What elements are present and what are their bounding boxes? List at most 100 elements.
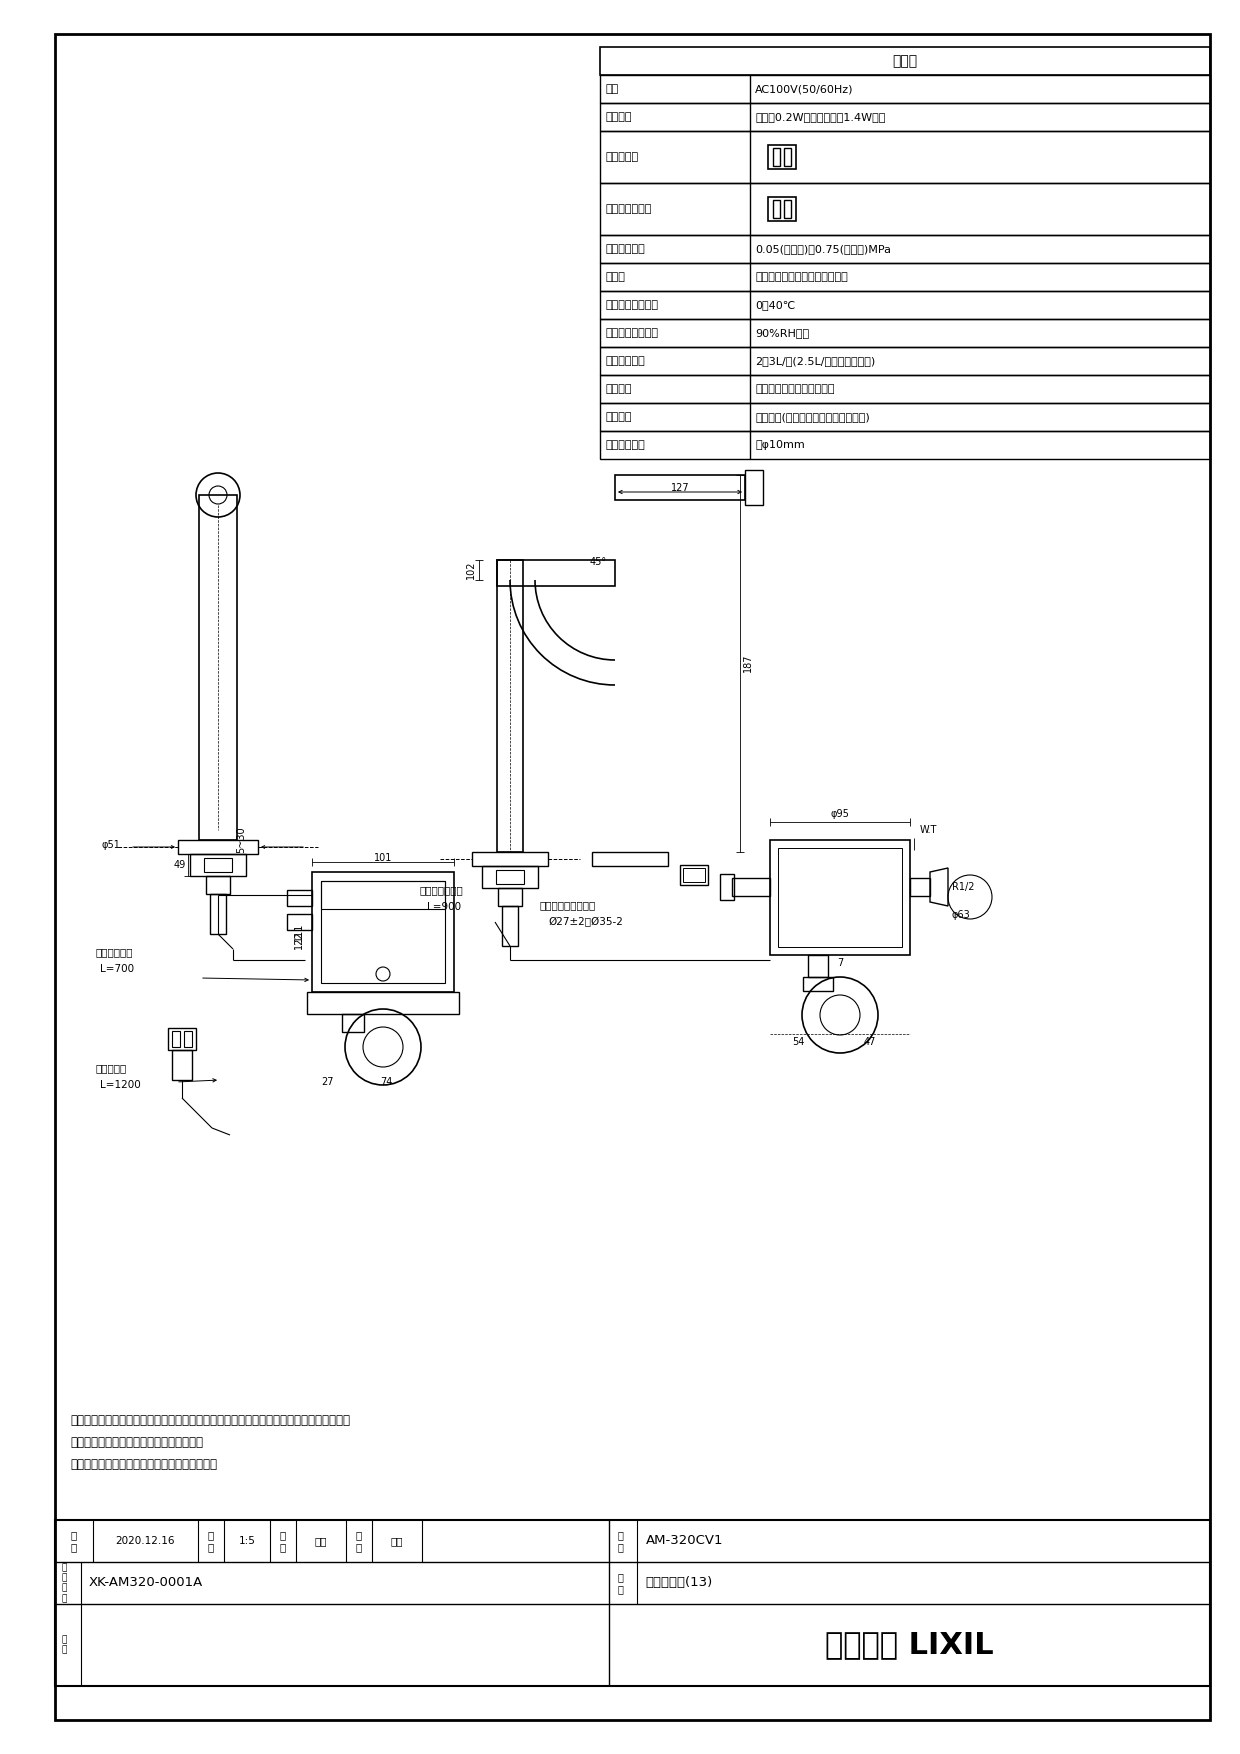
Bar [600,263,1210,291]
Text: 101: 101 [373,852,392,863]
Text: 仕　様: 仕 様 [893,54,918,68]
Text: XK-AM320-0001A: XK-AM320-0001A [89,1577,203,1589]
Text: L=700: L=700 [100,965,134,973]
Bar [683,868,706,882]
Text: 電源コード: 電源コード [95,1063,128,1073]
Bar [600,103,1210,132]
Text: 1:5: 1:5 [238,1537,255,1545]
Bar [286,914,312,930]
Text: 感知方式: 感知方式 [605,384,631,395]
Text: 給水チューブ: 給水チューブ [95,947,134,958]
Text: ・直射日光が当たる場所への設置は不可。: ・直射日光が当たる場所への設置は不可。 [69,1435,203,1449]
Bar [172,1031,180,1047]
Bar [496,870,525,884]
Text: 0.05(流動時)～0.75(静止時)MPa: 0.05(流動時)～0.75(静止時)MPa [755,244,892,254]
Text: 対応コンセント: 対応コンセント [605,203,651,214]
Text: 株式会社 LIXIL: 株式会社 LIXIL [826,1631,994,1659]
Bar [482,866,538,888]
Text: φ51: φ51 [102,840,120,851]
Text: 47: 47 [864,1037,877,1047]
Text: 待機時0.2W以下、使用時1.4W以下: 待機時0.2W以下、使用時1.4W以下 [755,112,885,123]
Text: 約φ10mm: 約φ10mm [755,440,805,451]
Text: 消費電力: 消費電力 [605,112,631,123]
Bar [600,319,1210,347]
Bar [600,403,1210,431]
Text: ・破損する恐れがありますので、凍結する可能性のある場所では使用しないでください。: ・破損する恐れがありますので、凍結する可能性のある場所では使用しないでください。 [69,1414,350,1426]
Text: センサーコード: センサーコード [420,886,464,895]
Bar [308,993,459,1014]
Text: 7: 7 [837,958,843,968]
Bar [615,475,745,500]
Bar [472,852,548,866]
Text: カウンター取付穴径: カウンター取付穴径 [539,900,596,910]
Text: ・インバータ照明により誤作動する場合あり。: ・インバータ照明により誤作動する場合あり。 [69,1458,217,1470]
Text: 45°: 45° [590,558,608,567]
Bar [600,347,1210,375]
Text: 品
名: 品 名 [618,1572,624,1594]
Bar [770,840,910,954]
Text: 距離測定式赤外線センサー: 距離測定式赤外線センサー [755,384,835,395]
Text: 適正流量範囲: 適正流量範囲 [605,356,645,367]
Text: 製
図: 製 図 [280,1529,286,1552]
Text: 49: 49 [174,859,186,870]
Text: 74: 74 [379,1077,392,1087]
Bar [497,560,523,852]
Text: 127: 127 [671,482,689,493]
Text: 感知エリア幅: 感知エリア幅 [605,440,645,451]
Bar [179,840,258,854]
Bar [808,954,828,977]
Text: R1/2: R1/2 [952,882,975,893]
Bar [600,47,1210,75]
Bar [910,879,930,896]
Text: 54: 54 [792,1037,805,1047]
Bar [600,182,1210,235]
Bar [773,147,780,167]
Bar [321,881,445,909]
Text: 品
番: 品 番 [618,1529,624,1552]
Bar [591,852,668,866]
Bar [498,888,522,907]
Bar [600,375,1210,403]
Bar [502,907,518,945]
Text: 電源: 電源 [605,84,619,95]
Text: 図
面
番
号: 図 面 番 号 [61,1563,67,1603]
Text: 水道水および飲用可能な井戸水: 水道水および飲用可能な井戸水 [755,272,848,282]
Text: L=1200: L=1200 [100,1080,141,1089]
Bar [497,560,615,586]
Text: 90%RH以下: 90%RH以下 [755,328,810,339]
Text: φ63: φ63 [952,910,971,921]
Text: 2020.12.16: 2020.12.16 [115,1537,175,1545]
Bar [600,132,1210,182]
Bar [680,865,708,886]
Bar [745,470,763,505]
Bar [600,431,1210,460]
Bar [286,889,312,907]
Text: AC100V(50/60Hz): AC100V(50/60Hz) [755,84,853,95]
Bar [784,147,791,167]
Text: Ø27±2～Ø35-2: Ø27±2～Ø35-2 [548,917,622,928]
Text: 使用環境温度範囲: 使用環境温度範囲 [605,300,658,310]
Text: L=900: L=900 [427,902,461,912]
Bar [342,1014,365,1031]
Bar [600,291,1210,319]
Text: 122: 122 [294,931,304,949]
Text: 187: 187 [743,654,753,672]
Text: 2～3L/分(2.5L/分定流量弁内蔵): 2～3L/分(2.5L/分定流量弁内蔵) [755,356,875,367]
Text: 111: 111 [294,923,304,942]
Text: 自動申水栓(13): 自動申水栓(13) [645,1577,713,1589]
Text: 尺
度: 尺 度 [208,1529,215,1552]
Text: 金山: 金山 [315,1537,327,1545]
Text: プラグ形状: プラグ形状 [605,153,639,161]
Bar [205,858,232,872]
Bar [321,881,445,982]
Text: 日
付: 日 付 [71,1529,77,1552]
Bar [720,873,734,900]
Text: AM-320CV1: AM-320CV1 [645,1535,723,1547]
Bar [206,875,229,895]
Bar [167,1028,196,1051]
Bar [804,977,833,991]
Text: 検
図: 検 図 [356,1529,362,1552]
Text: 使用水: 使用水 [605,272,625,282]
Bar [600,75,1210,103]
Bar [768,196,796,221]
